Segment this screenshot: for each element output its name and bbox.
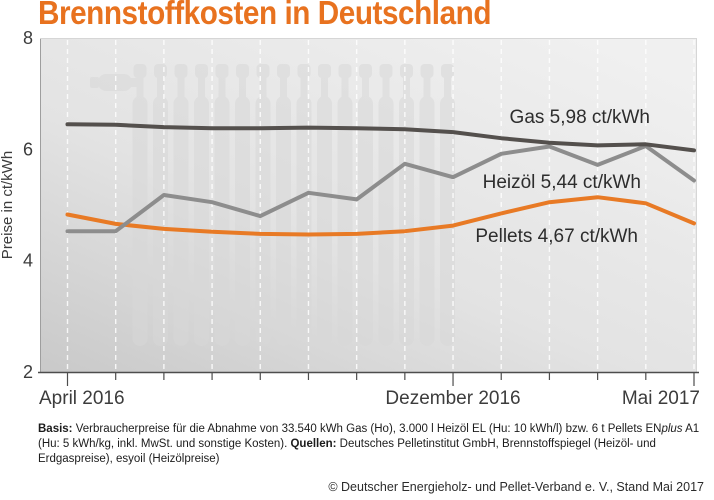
x-axis-label: April 2016 — [39, 388, 125, 409]
series-label-pellets: Pellets 4,67 ct/kWh — [475, 226, 638, 247]
series-label-heizoel: Heizöl 5,44 ct/kWh — [483, 172, 641, 193]
radiator-bar — [194, 96, 209, 346]
series-line-heizoel — [65, 144, 696, 234]
radiator-valve-stem — [128, 78, 140, 87]
series-line-gas — [65, 122, 696, 153]
radiator-bar — [132, 96, 148, 346]
radiator-bar-neck — [300, 72, 308, 100]
x-axis-label: Dezember 2016 — [385, 388, 520, 409]
chart-title: Brennstoffkosten in Deutschland — [38, 0, 492, 31]
quellen-text: Deutsches Pelletinstitut GmbH, Brennstof… — [38, 438, 656, 465]
radiator-bar-neck — [218, 72, 226, 100]
quellen-label: Quellen: — [290, 438, 337, 450]
enplus-italic: plus — [661, 423, 683, 435]
y-axis-tick-label: 8 — [23, 28, 33, 48]
footer-note: Basis: Verbraucherpreise für die Abnahme… — [38, 422, 706, 467]
radiator-bar-neck — [239, 72, 246, 100]
series-label-gas: Gas 5,98 ct/kWh — [510, 107, 650, 128]
y-axis-tick-label: 6 — [23, 139, 33, 159]
radiator-bar — [173, 96, 189, 346]
radiator-bar — [214, 96, 230, 346]
radiator-bar — [255, 96, 271, 346]
radiator-bar — [153, 96, 168, 346]
radiator-bar-neck — [177, 72, 185, 100]
basis-text-2: A1 (Hu: 5 kWh/kg, inkl. MwSt. und sonsti… — [38, 423, 700, 450]
radiator-bar-neck — [157, 72, 164, 100]
radiator-bar-neck — [403, 72, 410, 100]
copyright-line: © Deutscher Energieholz- und Pellet-Verb… — [328, 480, 704, 494]
series-line-pellets — [65, 195, 696, 237]
radiator-valve-knob — [90, 77, 99, 88]
radiator-bar — [235, 96, 250, 346]
basis-text: Verbraucherpreise für die Abnahme von 33… — [72, 423, 662, 435]
radiator-bar-neck — [423, 72, 431, 100]
y-axis-tick-label: 2 — [23, 362, 33, 382]
radiator-bar-neck — [280, 72, 287, 100]
radiator-bar-neck — [259, 72, 267, 100]
y-axis-tick-label: 4 — [23, 251, 33, 271]
radiator-bar — [399, 96, 414, 346]
radiator-bar — [378, 96, 394, 346]
radiator-bar-neck — [341, 72, 349, 100]
radiator-bar — [296, 96, 312, 346]
radiator-bar-neck — [362, 72, 369, 100]
radiator-bar — [276, 96, 291, 346]
radiator-bar — [358, 96, 373, 346]
radiator-bar — [317, 96, 332, 346]
y-axis-title: Preise in ct/kWh — [0, 151, 16, 259]
radiator-bar-neck — [444, 72, 451, 100]
x-axis-label: Mai 2017 — [622, 388, 700, 409]
radiator-bar — [440, 96, 455, 346]
radiator-bar-neck — [321, 72, 328, 100]
fuel-cost-chart: Gas 5,98 ct/kWh Heizöl 5,44 ct/kWh Pellets… — [0, 28, 700, 409]
basis-label: Basis: — [38, 423, 73, 435]
radiator-bar-neck — [198, 72, 205, 100]
radiator-bar-neck — [382, 72, 390, 100]
radiator-bar — [419, 96, 435, 346]
radiator-valve-icon — [98, 74, 132, 91]
radiator-bar — [337, 96, 353, 346]
